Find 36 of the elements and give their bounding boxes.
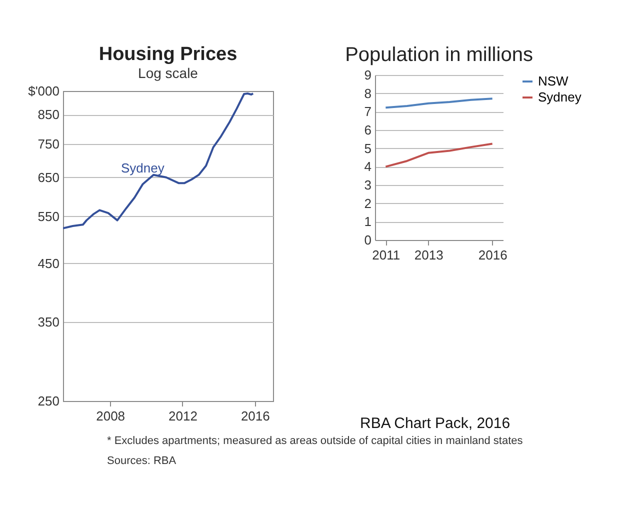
line-series — [384, 142, 494, 168]
y-tick-label: 750 — [38, 136, 60, 152]
line-series — [384, 98, 494, 109]
chart-title: Housing Prices — [98, 44, 238, 65]
source-note: Sources: RBA — [107, 454, 178, 468]
y-axis-title: $'000 — [28, 84, 60, 98]
y-tick-label: 450 — [38, 256, 60, 271]
legend-label: Sydney — [538, 90, 582, 104]
x-tick-label: 2016 — [478, 248, 508, 262]
chart-title: Population in millions — [345, 44, 533, 66]
text: RBA Chart Pack, 2016 — [360, 415, 512, 432]
series-label: Sydney — [120, 160, 165, 176]
y-tick-label: 850 — [38, 107, 60, 122]
text: * Excludes apartments; measured as areas outside of capital cities in mainland states — [107, 434, 524, 448]
x-tick-label: 2011 — [372, 248, 400, 262]
y-tick-label: 2 — [364, 196, 372, 211]
legend-label: NSW — [538, 74, 570, 88]
y-tick-label: 350 — [38, 314, 60, 330]
y-tick-label: 3 — [364, 178, 372, 192]
y-tick-label: 9 — [364, 68, 372, 82]
line-series — [63, 92, 254, 230]
x-tick-label: 2016 — [240, 408, 270, 424]
y-tick-label: 550 — [38, 208, 60, 224]
y-tick-label: 4 — [364, 159, 372, 174]
chart-subtitle: Log scale — [138, 65, 198, 81]
x-tick-label: 2013 — [414, 248, 444, 262]
y-tick-label: 250 — [38, 394, 60, 408]
x-tick-label: 2012 — [168, 408, 198, 424]
y-tick-label: 1 — [364, 214, 372, 230]
y-tick-label: 0 — [364, 232, 372, 248]
y-tick-label: 8 — [364, 86, 372, 101]
y-tick-label: 5 — [364, 140, 372, 156]
y-tick-label: 6 — [364, 122, 372, 138]
y-tick-label: 650 — [38, 170, 60, 185]
y-tick-label: 7 — [364, 104, 372, 120]
x-tick-label: 2008 — [96, 408, 126, 424]
